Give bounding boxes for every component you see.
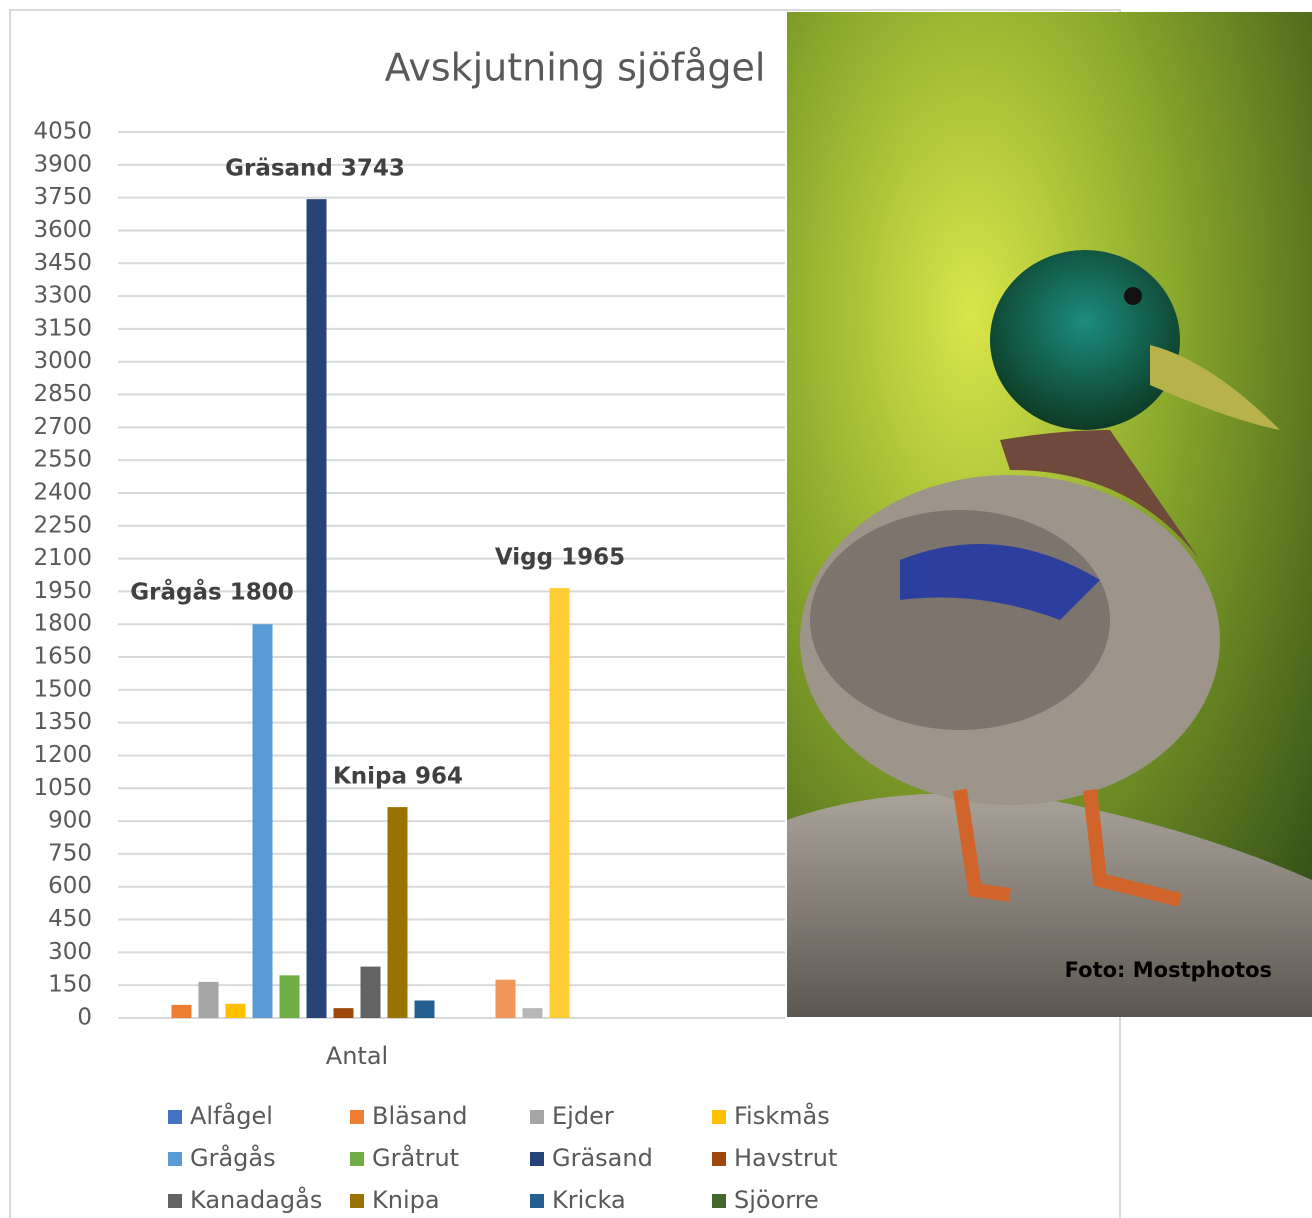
y-tick-label: 1950 <box>33 578 92 604</box>
y-tick-label: 750 <box>48 840 92 866</box>
legend-swatch <box>712 1194 726 1208</box>
legend-swatch <box>168 1194 182 1208</box>
y-tick-label: 2700 <box>33 414 92 440</box>
y-tick-label: 3000 <box>33 348 92 374</box>
legend-label: Grågås <box>190 1143 276 1172</box>
bar <box>333 1008 354 1018</box>
legend-label: Fiskmås <box>734 1101 830 1130</box>
bar <box>387 807 408 1018</box>
legend-label: Ejder <box>552 1102 614 1130</box>
y-tick-label: 1350 <box>33 709 92 735</box>
y-tick-label: 2100 <box>33 545 92 571</box>
legend-swatch <box>168 1110 182 1124</box>
annotation: Grågås 1800 <box>130 579 293 606</box>
legend-label: Knipa <box>372 1186 440 1214</box>
annotation: Gräsand 3743 <box>225 156 405 182</box>
bar <box>414 1000 435 1018</box>
legend-label: Gråtrut <box>372 1143 459 1172</box>
bar <box>171 1004 192 1018</box>
y-tick-label: 2250 <box>33 512 92 538</box>
y-tick-label: 3900 <box>33 151 92 177</box>
y-tick-label: 1200 <box>33 742 92 768</box>
bar <box>495 979 516 1018</box>
y-tick-label: 2850 <box>33 381 92 407</box>
bar <box>198 981 219 1018</box>
y-tick-label: 3300 <box>33 283 92 309</box>
y-tick-label: 300 <box>48 939 92 965</box>
y-tick-label: 3750 <box>33 184 92 210</box>
bar <box>225 1003 246 1018</box>
legend-swatch <box>530 1194 544 1208</box>
legend-swatch <box>530 1110 544 1124</box>
legend-label: Gräsand <box>552 1144 653 1172</box>
annotation: Vigg 1965 <box>495 545 625 571</box>
bar <box>306 199 327 1018</box>
legend-swatch <box>350 1152 364 1166</box>
legend-label: Havstrut <box>734 1144 837 1172</box>
legend-swatch <box>712 1110 726 1124</box>
legend-swatch <box>168 1152 182 1166</box>
y-tick-label: 1500 <box>33 676 92 702</box>
y-tick-label: 3600 <box>33 217 92 243</box>
bar <box>360 966 381 1018</box>
photo-credit: Foto: Mostphotos <box>1065 958 1272 982</box>
legend-swatch <box>350 1194 364 1208</box>
legend-label: Alfågel <box>190 1101 273 1130</box>
y-tick-label: 2550 <box>33 447 92 473</box>
legend-swatch <box>712 1152 726 1166</box>
legend-swatch <box>350 1110 364 1124</box>
chart-title: Avskjutning sjöfågel <box>385 46 766 90</box>
y-tick-label: 3150 <box>33 315 92 341</box>
legend-label: Kanadagås <box>190 1185 322 1214</box>
y-tick-label: 450 <box>48 906 92 932</box>
y-tick-label: 0 <box>77 1005 92 1031</box>
y-tick-label: 4050 <box>33 119 92 145</box>
bar <box>252 624 273 1018</box>
annotation: Knipa 964 <box>333 764 463 790</box>
bar <box>279 975 300 1018</box>
y-tick-label: 1050 <box>33 775 92 801</box>
legend-label: Bläsand <box>372 1102 468 1130</box>
bar <box>549 588 570 1018</box>
y-tick-label: 3450 <box>33 250 92 276</box>
y-tick-label: 1650 <box>33 644 92 670</box>
photo: Foto: Mostphotos <box>787 12 1312 1017</box>
y-tick-label: 600 <box>48 873 92 899</box>
legend-label: Sjöorre <box>734 1186 819 1214</box>
bar <box>522 1008 543 1018</box>
legend-label: Kricka <box>552 1186 626 1214</box>
y-tick-label: 1800 <box>33 611 92 637</box>
y-tick-label: 2400 <box>33 479 92 505</box>
x-tick-label: Antal <box>326 1042 388 1070</box>
y-tick-label: 900 <box>48 808 92 834</box>
legend-swatch <box>530 1152 544 1166</box>
y-tick-label: 150 <box>48 972 92 998</box>
